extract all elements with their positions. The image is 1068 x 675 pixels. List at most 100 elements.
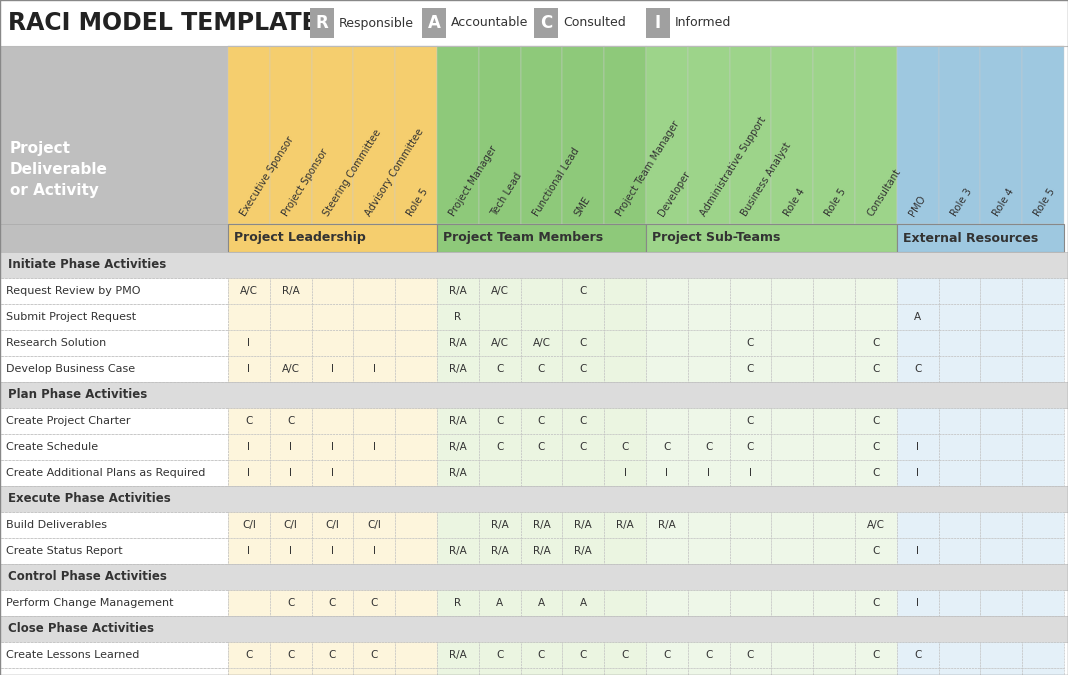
Bar	[980, 590, 1022, 616]
Bar	[0, 356, 227, 382]
Bar	[1022, 434, 1064, 460]
Bar	[646, 668, 688, 675]
Bar	[771, 590, 813, 616]
Bar	[563, 356, 604, 382]
Bar	[939, 330, 980, 356]
Bar	[813, 330, 855, 356]
Bar	[855, 460, 897, 486]
Text: I: I	[916, 468, 920, 478]
Text: A: A	[914, 312, 922, 322]
Bar	[729, 330, 771, 356]
Bar	[813, 356, 855, 382]
Text: C: C	[747, 650, 754, 660]
Bar	[729, 434, 771, 460]
Bar	[520, 278, 563, 304]
Bar	[437, 356, 478, 382]
Bar	[646, 278, 688, 304]
Bar	[270, 434, 312, 460]
Bar	[563, 512, 604, 538]
Text: R/A: R/A	[575, 520, 592, 530]
Bar	[939, 408, 980, 434]
Text: R: R	[454, 312, 461, 322]
Text: C: C	[663, 442, 671, 452]
Bar	[604, 304, 646, 330]
Bar	[478, 642, 520, 668]
Bar	[688, 512, 729, 538]
Text: I: I	[916, 546, 920, 556]
Bar	[0, 382, 1068, 408]
Bar	[0, 616, 1068, 642]
Bar	[813, 512, 855, 538]
Bar	[227, 46, 270, 224]
Text: C/I: C/I	[367, 520, 381, 530]
Bar	[312, 434, 354, 460]
Bar	[646, 538, 688, 564]
Bar	[437, 538, 478, 564]
Bar	[688, 538, 729, 564]
Text: Project Team Manager: Project Team Manager	[614, 119, 681, 218]
Bar	[813, 304, 855, 330]
Bar	[478, 304, 520, 330]
Text: C: C	[540, 14, 552, 32]
Bar	[813, 460, 855, 486]
Text: C: C	[538, 364, 545, 374]
Text: C: C	[914, 364, 922, 374]
Text: C: C	[622, 442, 629, 452]
Bar	[604, 512, 646, 538]
Bar	[688, 590, 729, 616]
Bar	[354, 304, 395, 330]
Text: C: C	[873, 468, 880, 478]
Bar	[939, 356, 980, 382]
Bar	[688, 46, 729, 224]
Text: Steering Committee: Steering Committee	[323, 128, 383, 218]
Bar	[855, 46, 897, 224]
Bar	[227, 224, 437, 252]
Bar	[563, 46, 604, 224]
Bar	[1022, 642, 1064, 668]
Bar	[395, 512, 437, 538]
Bar	[980, 408, 1022, 434]
Bar	[1022, 668, 1064, 675]
Bar	[688, 408, 729, 434]
Bar	[478, 668, 520, 675]
Bar	[688, 356, 729, 382]
Text: C: C	[246, 416, 253, 426]
Text: C: C	[538, 442, 545, 452]
Text: R/A: R/A	[616, 520, 634, 530]
Bar	[646, 356, 688, 382]
Text: C: C	[580, 442, 587, 452]
Bar	[437, 512, 478, 538]
Bar	[771, 460, 813, 486]
Text: Project
Deliverable
or Activity: Project Deliverable or Activity	[10, 142, 108, 198]
Bar	[227, 642, 270, 668]
Text: SME: SME	[572, 195, 593, 218]
Bar	[855, 668, 897, 675]
Bar	[270, 46, 312, 224]
Bar	[729, 590, 771, 616]
Bar	[437, 408, 478, 434]
Bar	[227, 460, 270, 486]
Bar	[0, 46, 227, 224]
Bar	[604, 668, 646, 675]
Bar	[227, 512, 270, 538]
Bar	[563, 330, 604, 356]
Text: C: C	[580, 650, 587, 660]
Bar	[771, 356, 813, 382]
Text: Close Phase Activities: Close Phase Activities	[7, 622, 154, 635]
Text: Informed: Informed	[675, 16, 732, 30]
Text: R/A: R/A	[449, 364, 467, 374]
Bar	[1022, 304, 1064, 330]
Bar	[312, 538, 354, 564]
Bar	[771, 642, 813, 668]
Text: C: C	[580, 338, 587, 348]
Bar	[0, 590, 227, 616]
Bar	[534, 8, 557, 38]
Text: Create Status Report: Create Status Report	[6, 546, 123, 556]
Text: R/A: R/A	[491, 546, 508, 556]
Bar	[227, 330, 270, 356]
Bar	[563, 642, 604, 668]
Bar	[354, 590, 395, 616]
Bar	[646, 8, 670, 38]
Text: R/A: R/A	[449, 546, 467, 556]
Text: Perform Change Management: Perform Change Management	[6, 598, 173, 608]
